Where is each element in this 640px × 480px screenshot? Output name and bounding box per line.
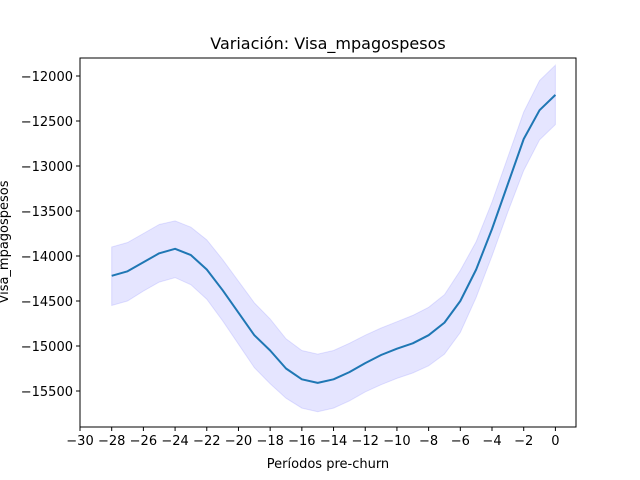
y-tick-label: −12500 <box>21 115 73 130</box>
plot-frame <box>79 57 577 428</box>
confidence-band <box>111 64 556 413</box>
x-tick-label: −14 <box>320 434 347 449</box>
x-tick-label: −4 <box>482 434 501 449</box>
y-tick-label: −14000 <box>21 250 73 265</box>
x-tick-label: −22 <box>193 434 220 449</box>
x-tick-label: −8 <box>419 434 438 449</box>
y-tick-label: −15000 <box>21 340 73 355</box>
chart-title: Variación: Visa_mpagospesos <box>210 34 445 54</box>
y-axis-label: Visa_mpagospesos <box>0 180 12 303</box>
y-axis: −15500 −15000 −14500 −14000 −13500 −13000 −125… <box>21 70 80 400</box>
x-axis: −30 −28 −26 −24 −22 −20 −18 −16 −14 −12 −10 −8 −6 −4−… <box>66 427 560 449</box>
x-tick-label: −12 <box>352 434 379 449</box>
x-tick-label: −6 <box>451 434 470 449</box>
x-tick-label: −30 <box>66 434 93 449</box>
x-axis-label: Períodos pre-churn <box>267 457 389 472</box>
x-tick-label: −10 <box>383 434 410 449</box>
x-tick-label: −28 <box>98 434 125 449</box>
x-tick-label: 0 <box>551 434 559 449</box>
y-tick-label: −13000 <box>21 160 73 175</box>
y-tick-label: −12000 <box>21 70 73 85</box>
x-tick-label: −26 <box>130 434 157 449</box>
x-tick-label: −20 <box>225 434 252 449</box>
x-tick-label: −24 <box>161 434 188 449</box>
x-tick-label: −16 <box>288 434 315 449</box>
plot-area <box>111 64 557 413</box>
y-tick-label: −13500 <box>21 205 73 220</box>
y-tick-label: −14500 <box>21 295 73 310</box>
y-tick-label: −15500 <box>21 385 73 400</box>
x-tick-label: −18 <box>256 434 283 449</box>
x-tick-label: −2 <box>514 434 533 449</box>
